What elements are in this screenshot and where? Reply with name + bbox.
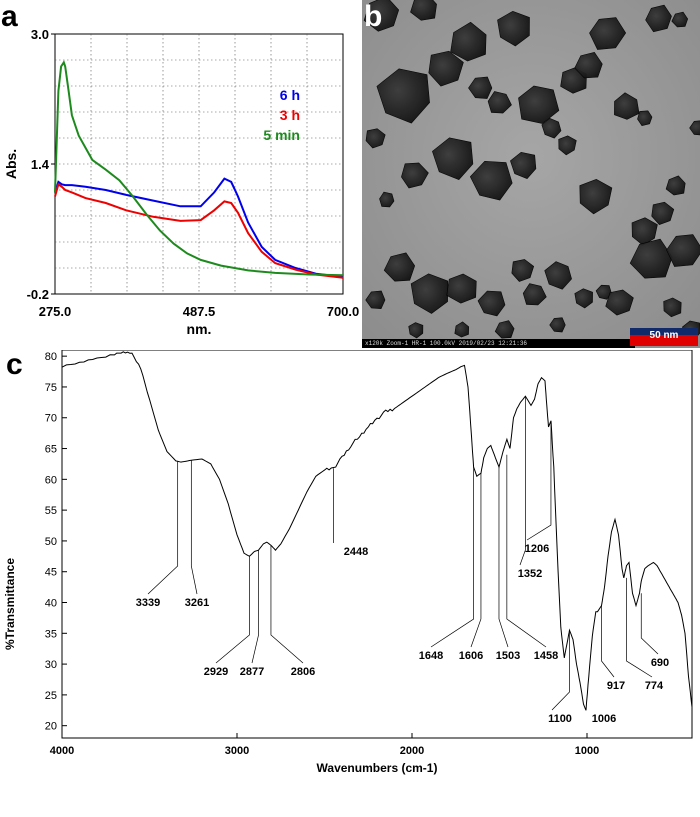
panel-c-ftir-chart: 20 25 30 35 40 45 50 55 60 65 70 75 80 4000 3000 2000 10… [0,350,700,812]
scale-bar: 50 nm [630,328,698,346]
peak-label-774: 774 [645,680,664,692]
x-tick-label: 700.0 [327,304,360,319]
x-tick-label: 2000 [400,745,424,757]
peak-label-2877: 2877 [240,666,264,678]
panel-b-tem-image: b x120k Zoom-1 HR-1 100.0kV 2019/02/23 1… [362,0,700,348]
legend-entry: 6 h [280,87,300,103]
peak-label-1352: 1352 [518,568,542,580]
x-tick-label: 1000 [575,745,599,757]
x-tick-label: 4000 [50,745,74,757]
y-tick-label: 1.4 [31,157,50,172]
y-tick-label: 65 [45,444,57,456]
y-tick-label: 40 [45,598,57,610]
scale-bar-label: 50 nm [650,330,679,341]
y-tick-label: 50 [45,536,57,548]
peak-label-917: 917 [607,680,625,692]
y-axis-label: Abs. [3,149,19,179]
y-tick-label: 25 [45,690,57,702]
y-tick-label: 60 [45,474,57,486]
x-axis-label: Wavenumbers (cm-1) [317,761,438,775]
peak-label-2806: 2806 [291,666,315,678]
legend-entry: 3 h [280,107,300,123]
y-tick-label: 70 [45,413,57,425]
panel-c-letter: c [6,350,23,380]
peak-label-1100: 1100 [548,713,572,725]
x-axis-label: nm. [187,321,212,337]
x-tick-label: 487.5 [183,304,216,319]
y-tick-label: 75 [45,382,57,394]
scale-bar-label-box: 50 nm [630,335,698,346]
peak-label-3261: 3261 [185,597,209,609]
uvvis-chart-svg: 3.0 1.4 -0.2 275.0 487.5 700.0 nm. Abs. 6 h 3 h 5 … [0,0,360,348]
plot-frame [62,350,692,738]
tem-micrograph [362,0,700,348]
legend-entry: 5 min [263,127,300,143]
panel-a-uvvis-chart: 3.0 1.4 -0.2 275.0 487.5 700.0 nm. Abs. 6 h 3 h 5 … [0,0,360,348]
y-tick-label: -0.2 [27,287,49,302]
peak-label-690: 690 [651,657,669,669]
x-tick-label: 3000 [225,745,249,757]
y-axis-label: %Transmittance [3,558,17,650]
y-tick-label: 80 [45,351,57,363]
y-tick-label: 30 [45,659,57,671]
panel-a-letter: a [1,2,18,32]
peak-label-1503: 1503 [496,650,520,662]
y-tick-label: 20 [45,721,57,733]
x-tick-label: 275.0 [39,304,72,319]
tem-metadata-bar: x120k Zoom-1 HR-1 100.0kV 2019/02/23 12:… [362,339,635,348]
peak-label-1606: 1606 [459,650,483,662]
peak-label-1458: 1458 [534,650,558,662]
peak-label-3339: 3339 [136,597,160,609]
peak-label-2448: 2448 [344,546,368,558]
peak-label-1206: 1206 [525,543,549,555]
ftir-chart-svg: 20 25 30 35 40 45 50 55 60 65 70 75 80 4000 3000 2000 10… [0,350,700,812]
y-tick-label: 35 [45,628,57,640]
peak-label-1648: 1648 [419,650,443,662]
peak-label-2929: 2929 [204,666,228,678]
y-tick-label: 55 [45,505,57,517]
y-tick-label: 45 [45,567,57,579]
peak-label-1006: 1006 [592,713,616,725]
panel-b-letter: b [364,2,382,32]
y-tick-label: 3.0 [31,27,49,42]
